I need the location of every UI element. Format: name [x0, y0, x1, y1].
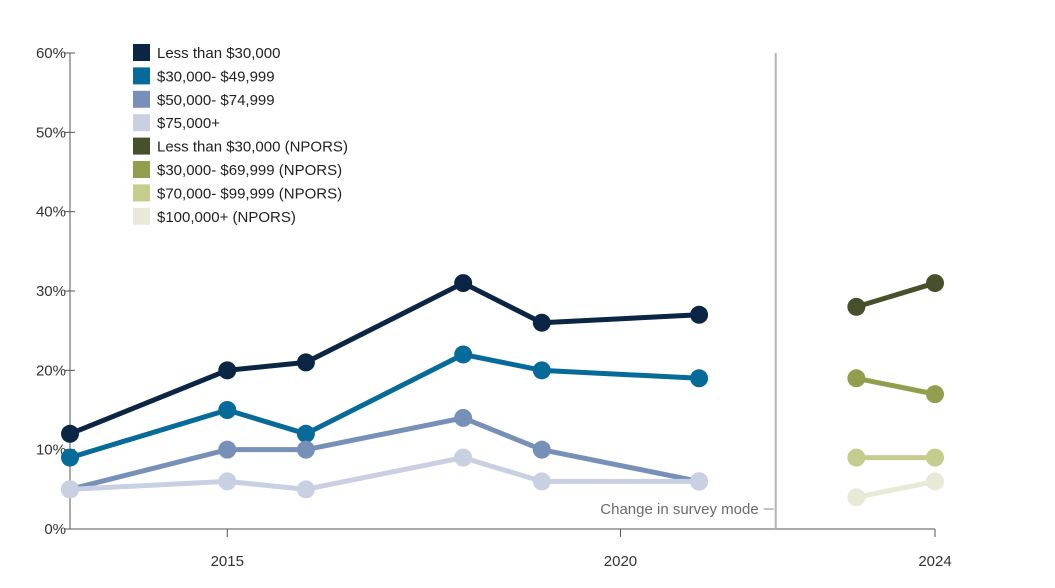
legend-swatch: [133, 114, 150, 132]
data-point: [926, 472, 944, 491]
y-tick-label: 20%: [36, 362, 66, 379]
legend-swatch: [133, 44, 150, 61]
series: [61, 345, 709, 467]
data-point: [847, 448, 866, 467]
survey-mode-annotation: Change in survey mode: [600, 501, 758, 518]
y-tick-label: 0%: [44, 521, 66, 538]
y-tick-label: 50%: [36, 124, 66, 141]
data-point: [218, 440, 237, 459]
legend-swatch: [133, 207, 150, 225]
legend-label: $50,000- $74,999: [157, 92, 275, 109]
legend-label: $75,000+: [157, 115, 220, 132]
data-point: [61, 424, 79, 443]
data-point: [690, 472, 709, 491]
y-tick-label: 60%: [36, 45, 66, 62]
data-point: [454, 448, 473, 467]
series: [847, 369, 944, 404]
series-line: [67, 415, 702, 492]
series-line: [853, 375, 938, 397]
data-point: [847, 488, 866, 507]
data-point: [532, 361, 551, 380]
legend-label: $100,000+ (NPORS): [157, 209, 296, 226]
data-point: [454, 274, 473, 293]
series-line: [853, 280, 938, 310]
data-point: [926, 448, 944, 467]
legend-swatch: [133, 161, 150, 178]
y-tick-label: 10%: [36, 442, 66, 459]
data-point: [926, 274, 944, 293]
series-line: [67, 455, 702, 492]
data-point: [218, 472, 237, 491]
legend-swatch: [133, 90, 150, 108]
data-point: [847, 369, 866, 388]
data-point: [454, 408, 473, 427]
data-point: [218, 361, 237, 380]
series-line: [67, 280, 702, 437]
x-tick-label: 2020: [604, 553, 637, 570]
data-point: [61, 448, 79, 467]
legend-swatch: [133, 184, 150, 202]
series-group: [61, 274, 944, 507]
data-point: [296, 440, 315, 459]
series: [847, 274, 944, 316]
legend: Less than $30,000 $30,000- $49,999 $50,000…: [133, 44, 348, 226]
data-point: [690, 305, 709, 324]
series-line: [67, 351, 702, 461]
legend-swatch: [133, 137, 150, 155]
x-tick-label: 2015: [211, 553, 244, 570]
data-point: [218, 401, 237, 419]
series: [61, 448, 709, 499]
data-point: [61, 480, 79, 499]
series: [847, 472, 944, 507]
x-tick-label: 2024: [918, 553, 951, 570]
legend-label: Less than $30,000 (NPORS): [157, 139, 348, 156]
legend-label: $30,000- $49,999: [157, 68, 275, 85]
data-point: [296, 480, 315, 499]
series: [61, 274, 709, 443]
data-point: [296, 424, 315, 443]
data-point: [847, 297, 866, 316]
data-point: [532, 313, 551, 332]
series-line: [853, 478, 938, 500]
data-point: [532, 472, 551, 491]
data-point: [690, 369, 709, 388]
y-tick-label: 40%: [36, 204, 66, 221]
data-point: [926, 385, 944, 404]
data-point: [454, 345, 473, 364]
axes: 0% 10% 20% 30% 40% 50% 60% 2015 2020 2024 Change i…: [36, 45, 952, 570]
data-point: [532, 440, 551, 459]
legend-label: Less than $30,000: [157, 45, 280, 62]
legend-label: $70,000- $99,999 (NPORS): [157, 185, 342, 202]
series: [847, 448, 944, 467]
legend-swatch: [133, 67, 150, 85]
y-tick-label: 30%: [36, 283, 66, 300]
legend-label: $30,000- $69,999 (NPORS): [157, 162, 342, 179]
data-point: [296, 353, 315, 372]
